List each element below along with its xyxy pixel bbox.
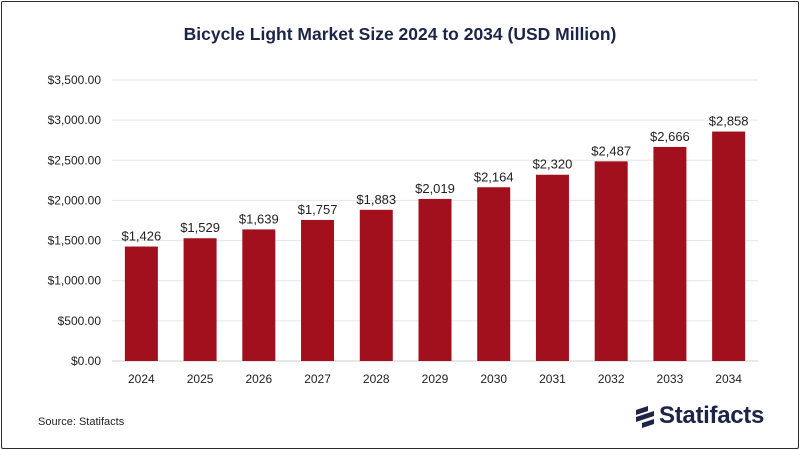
- data-label: $1,529: [180, 220, 220, 235]
- y-tick-label: $0.00: [71, 354, 101, 368]
- x-tick-label: 2025: [187, 372, 214, 386]
- statifacts-logo-text: Statifacts: [659, 402, 765, 429]
- bar: [301, 219, 335, 361]
- data-label: $2,019: [415, 181, 455, 196]
- statifacts-logo: Statifacts: [634, 404, 764, 428]
- source-note: Source: Statifacts: [38, 416, 125, 428]
- data-label: $1,757: [298, 202, 338, 217]
- data-label: $1,639: [239, 211, 279, 226]
- y-tick-label: $2,500.00: [48, 153, 102, 167]
- x-tick-label: 2031: [539, 372, 566, 386]
- bar: [477, 187, 511, 361]
- y-tick-label: $2,000.00: [48, 193, 102, 207]
- statifacts-logo-icon: [636, 406, 654, 428]
- data-label: $2,666: [650, 129, 690, 144]
- data-label: $1,883: [356, 192, 396, 207]
- bar: [535, 174, 569, 361]
- bar: [359, 209, 393, 361]
- data-label: $2,487: [591, 143, 631, 158]
- data-label: $2,320: [533, 157, 573, 172]
- bar: [653, 146, 687, 361]
- y-tick-label: $500.00: [58, 314, 102, 328]
- bar: [594, 161, 628, 361]
- bar: [183, 238, 217, 361]
- data-label: $2,164: [474, 169, 514, 184]
- x-tick-label: 2032: [598, 372, 625, 386]
- y-tick-label: $1,000.00: [48, 274, 102, 288]
- x-tick-label: 2034: [715, 372, 742, 386]
- bar: [242, 229, 276, 361]
- x-tick-label: 2028: [363, 372, 390, 386]
- chart-title: Bicycle Light Market Size 2024 to 2034 (…: [183, 24, 617, 44]
- x-tick-label: 2030: [480, 372, 507, 386]
- x-tick-label: 2026: [245, 372, 272, 386]
- bar: [712, 131, 746, 361]
- x-tick-label: 2033: [657, 372, 684, 386]
- data-label: $2,858: [709, 114, 749, 129]
- x-tick-label: 2024: [128, 372, 155, 386]
- bar: [418, 198, 452, 361]
- x-tick-label: 2027: [304, 372, 331, 386]
- data-label: $1,426: [121, 229, 161, 244]
- bar: [124, 246, 158, 361]
- y-tick-label: $3,000.00: [48, 113, 102, 127]
- y-tick-label: $3,500.00: [48, 73, 102, 87]
- y-tick-label: $1,500.00: [48, 234, 102, 248]
- x-tick-label: 2029: [422, 372, 449, 386]
